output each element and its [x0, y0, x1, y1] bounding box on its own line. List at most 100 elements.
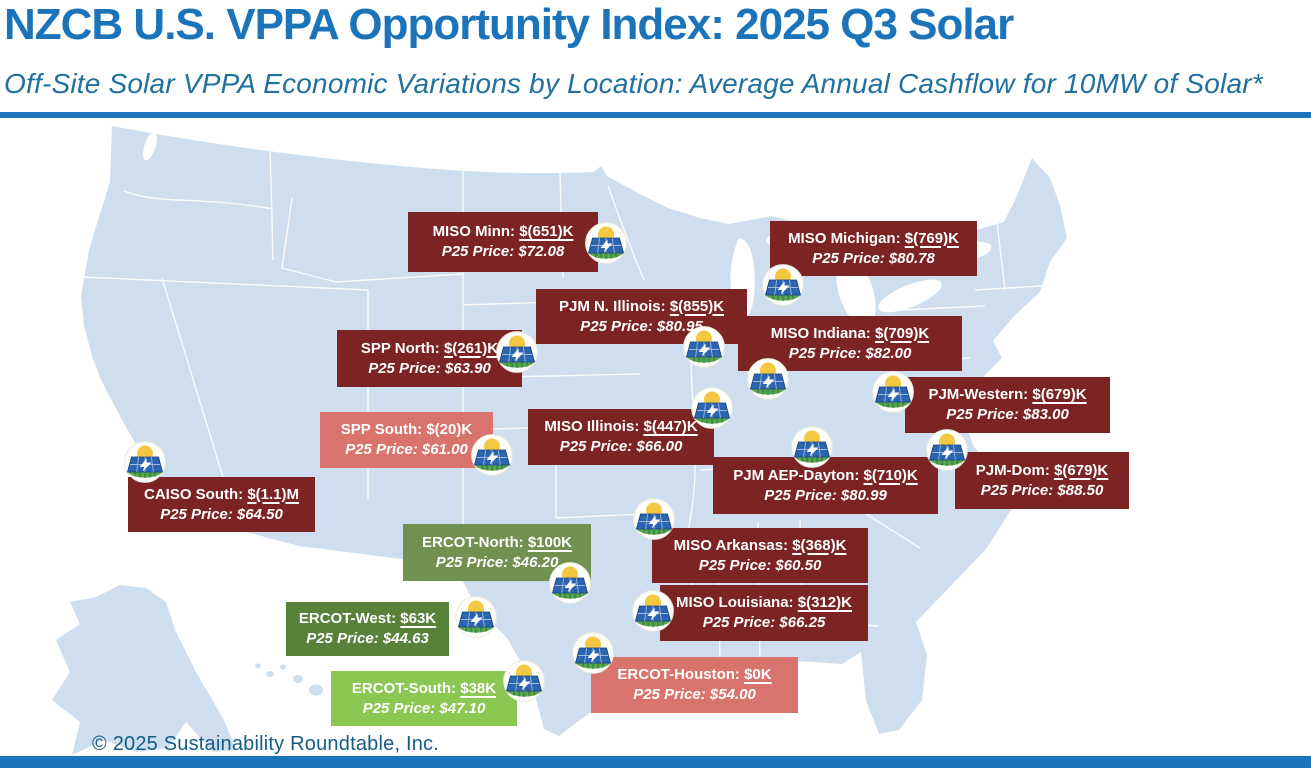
- lightning-bolt-icon: [600, 239, 613, 253]
- solar-marker: [683, 326, 725, 368]
- region-p25-price: P25 Price: $60.50: [698, 556, 822, 574]
- region-p25-price: P25 Price: $80.95: [580, 317, 703, 335]
- lightning-bolt-icon: [698, 343, 711, 357]
- solar-marker: [549, 562, 591, 604]
- region-cashflow-value: $(769)K: [904, 229, 959, 247]
- region-name: ERCOT-West:: [298, 610, 401, 627]
- region-label: CAISO South: $(1.1)M P25 Price: $64.50: [128, 477, 315, 532]
- region-label: MISO Illinois: $(447)K P25 Price: $66.00: [528, 409, 714, 465]
- region-name: ERCOT-Houston:: [617, 666, 745, 683]
- region-cashflow-value: $(855)K: [669, 297, 725, 315]
- region-label: MISO Minn: $(651)K P25 Price: $72.08: [408, 212, 598, 272]
- lightning-bolt-icon: [806, 443, 819, 457]
- region-cashflow-value: $(710)K: [863, 466, 918, 484]
- region-name: MISO Louisiana:: [676, 594, 798, 611]
- region-label: MISO Arkansas: $(368)K P25 Price: $60.50: [652, 528, 868, 583]
- region-p25-price: P25 Price: $63.90: [368, 359, 491, 377]
- region-p25-price: P25 Price: $46.20: [435, 553, 559, 571]
- region-p25-price: P25 Price: $72.08: [441, 243, 565, 260]
- region-p25-price: P25 Price: $82.00: [788, 344, 912, 362]
- solar-marker: [455, 596, 497, 638]
- region-name: ERCOT-South:: [351, 679, 461, 697]
- region-p25-price: P25 Price: $80.99: [764, 486, 887, 504]
- region-name: ERCOT-North:: [421, 533, 528, 551]
- region-name: MISO Illinois:: [544, 418, 644, 435]
- region-cashflow-value: $(312)K: [797, 594, 852, 611]
- solar-marker: [691, 387, 733, 429]
- lightning-bolt-icon: [647, 607, 660, 621]
- region-name: SPP South:: [340, 421, 427, 438]
- solar-panel-icon: [549, 562, 591, 604]
- solar-marker: [747, 358, 789, 400]
- region-label: PJM AEP-Dayton: $(710)K P25 Price: $80.99: [713, 457, 938, 514]
- region-name: PJM-Dom:: [975, 461, 1055, 479]
- lightning-bolt-icon: [470, 613, 483, 627]
- lightning-bolt-icon: [511, 348, 524, 362]
- region-name: MISO Indiana:: [770, 324, 875, 342]
- solar-panel-icon: [572, 632, 614, 674]
- alaska-shape: [52, 585, 236, 755]
- region-cashflow-value: $(679)K: [1054, 461, 1109, 479]
- solar-panel-icon: [762, 264, 804, 306]
- region-p25-price: P25 Price: $88.50: [980, 481, 1104, 499]
- region-label: ERCOT-West: $63K P25 Price: $44.63: [286, 602, 449, 656]
- lightning-bolt-icon: [777, 281, 790, 295]
- lightning-bolt-icon: [762, 375, 775, 389]
- page-title: NZCB U.S. VPPA Opportunity Index: 2025 Q…: [4, 0, 1014, 49]
- solar-panel-icon: [872, 371, 914, 413]
- region-name: MISO Arkansas:: [673, 536, 793, 554]
- region-cashflow-value: $(1.1)M: [247, 485, 299, 503]
- solar-panel-icon: [496, 331, 538, 373]
- solar-marker: [471, 434, 513, 476]
- region-p25-price: P25 Price: $44.63: [306, 630, 429, 647]
- header-divider: [0, 112, 1311, 118]
- region-p25-price: P25 Price: $80.78: [812, 249, 935, 267]
- page-subtitle: Off-Site Solar VPPA Economic Variations …: [4, 68, 1263, 99]
- solar-panel-icon: [455, 596, 497, 638]
- solar-marker: [762, 264, 804, 306]
- region-cashflow-value: $38K: [460, 679, 497, 697]
- solar-marker: [585, 222, 627, 264]
- solar-panel-icon: [791, 426, 833, 468]
- lightning-bolt-icon: [587, 649, 600, 663]
- region-name: CAISO South:: [143, 485, 248, 503]
- solar-panel-icon: [633, 498, 675, 540]
- region-cashflow-value: $0K: [744, 666, 772, 683]
- region-name: PJM-Western:: [928, 386, 1033, 403]
- solar-panel-icon: [683, 326, 725, 368]
- solar-marker: [632, 590, 674, 632]
- solar-panel-icon: [124, 441, 166, 483]
- lightning-bolt-icon: [518, 677, 531, 691]
- region-cashflow-value: $(651)K: [519, 223, 574, 240]
- region-p25-price: P25 Price: $47.10: [362, 699, 486, 717]
- region-p25-price: P25 Price: $66.25: [702, 614, 826, 631]
- region-label: SPP North: $(261)K P25 Price: $63.90: [337, 330, 522, 387]
- region-cashflow-value: $(261)K: [443, 339, 499, 357]
- region-label: MISO Michigan: $(769)K P25 Price: $80.78: [770, 221, 977, 276]
- solar-marker: [572, 632, 614, 674]
- solar-panel-icon: [747, 358, 789, 400]
- region-label: ERCOT-South: $38K P25 Price: $47.10: [331, 671, 517, 726]
- hawaii-islands: [255, 663, 323, 696]
- region-name: SPP North:: [360, 339, 444, 357]
- region-name: PJM N. Illinois:: [558, 297, 670, 315]
- copyright-text: © 2025 Sustainability Roundtable, Inc.: [92, 733, 439, 755]
- lightning-bolt-icon: [139, 458, 152, 472]
- region-cashflow-value: $100K: [527, 533, 573, 551]
- region-p25-price: P25 Price: $83.00: [946, 406, 1069, 423]
- region-cashflow-value: $(20)K: [426, 421, 473, 438]
- lightning-bolt-icon: [887, 388, 900, 402]
- region-name: MISO Minn:: [432, 223, 520, 240]
- region-label: MISO Louisiana: $(312)K P25 Price: $66.25: [660, 585, 868, 641]
- region-cashflow-value: $(679)K: [1032, 386, 1087, 403]
- solar-panel-icon: [691, 387, 733, 429]
- region-label: PJM-Dom: $(679)K P25 Price: $88.50: [955, 452, 1129, 509]
- solar-marker: [496, 331, 538, 373]
- region-label: SPP South: $(20)K P25 Price: $61.00: [320, 412, 493, 468]
- region-label: ERCOT-Houston: $0K P25 Price: $54.00: [591, 657, 798, 713]
- solar-marker: [791, 426, 833, 468]
- region-cashflow-value: $(709)K: [874, 324, 930, 342]
- lightning-bolt-icon: [706, 404, 719, 418]
